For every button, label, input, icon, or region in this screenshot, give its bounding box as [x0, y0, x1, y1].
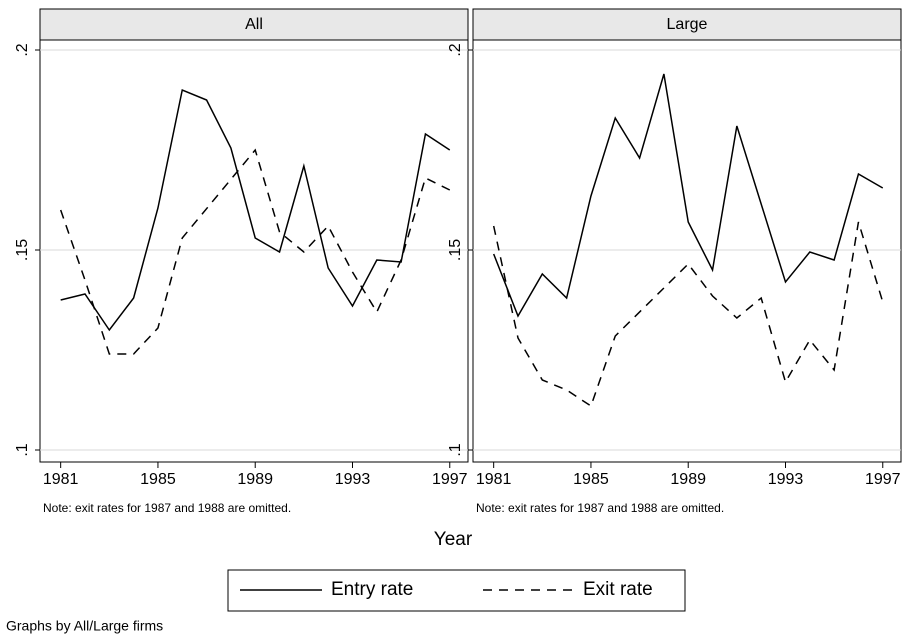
plot-area [472, 39, 902, 463]
legend-label: Entry rate [331, 579, 413, 600]
panel-title: Large [667, 16, 708, 33]
x-tick-label: 1985 [573, 471, 609, 488]
x-axis-title: Year [434, 529, 473, 550]
y-tick-label: .15 [447, 239, 464, 261]
y-tick-label: .2 [447, 43, 464, 56]
plot-area [39, 39, 469, 463]
series-line [492, 221, 884, 408]
y-tick-label: .1 [14, 443, 31, 456]
series-line [59, 148, 451, 355]
panel-header [472, 8, 902, 41]
legend-label: Exit rate [583, 579, 653, 600]
series-line [60, 88, 451, 332]
x-tick-label: 1989 [670, 471, 706, 488]
x-tick-label: 1985 [140, 471, 176, 488]
x-tick-label: 1997 [865, 471, 901, 488]
x-tick-label: 1981 [43, 471, 79, 488]
x-tick-label: 1997 [432, 471, 468, 488]
x-tick-label: 1989 [237, 471, 273, 488]
y-tick-label: .1 [447, 443, 464, 456]
x-tick-label: 1993 [768, 471, 804, 488]
caption: Graphs by All/Large firms [6, 618, 163, 634]
y-tick-label: .2 [14, 43, 31, 56]
panel-title: All [245, 16, 263, 33]
panel-note: Note: exit rates for 1987 and 1988 are o… [43, 501, 291, 515]
x-tick-label: 1993 [335, 471, 371, 488]
panel-note: Note: exit rates for 1987 and 1988 are o… [476, 501, 724, 515]
x-tick-label: 1981 [476, 471, 512, 488]
series-line [492, 73, 884, 318]
y-tick-label: .15 [14, 239, 31, 261]
